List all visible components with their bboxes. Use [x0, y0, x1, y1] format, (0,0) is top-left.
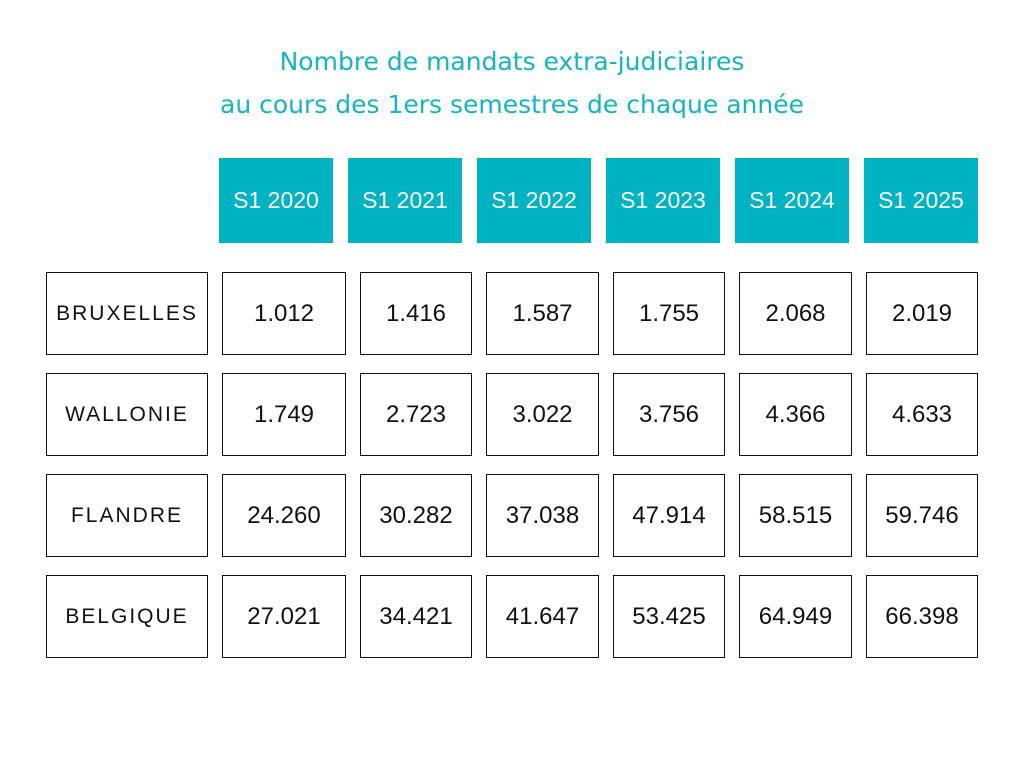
row-label: BRUXELLES — [46, 272, 208, 355]
table-cell: 1.012 — [222, 272, 346, 355]
table-cell: 37.038 — [486, 474, 599, 557]
table-cell: 27.021 — [222, 575, 346, 658]
table-cell: 66.398 — [866, 575, 978, 658]
table-cell: 4.633 — [866, 373, 978, 456]
column-header: S1 2020 — [219, 158, 333, 243]
table-cell: 3.756 — [613, 373, 725, 456]
table-cell: 3.022 — [486, 373, 599, 456]
table-cell: 58.515 — [739, 474, 852, 557]
table-cell: 2.723 — [360, 373, 472, 456]
table-cell: 34.421 — [360, 575, 472, 658]
column-header: S1 2021 — [348, 158, 462, 243]
table-cell: 1.587 — [486, 272, 599, 355]
table-cell: 64.949 — [739, 575, 852, 658]
table-cell: 41.647 — [486, 575, 599, 658]
table-cell: 24.260 — [222, 474, 346, 557]
table-cell: 1.749 — [222, 373, 346, 456]
column-header: S1 2024 — [735, 158, 849, 243]
chart-title-block: Nombre de mandats extra-judiciaires au c… — [0, 40, 1024, 126]
row-label: FLANDRE — [46, 474, 208, 557]
column-header: S1 2023 — [606, 158, 720, 243]
column-header: S1 2025 — [864, 158, 978, 243]
table-cell: 30.282 — [360, 474, 472, 557]
table-cell: 1.416 — [360, 272, 472, 355]
table-cell: 2.019 — [866, 272, 978, 355]
table-cell: 2.068 — [739, 272, 852, 355]
row-label: BELGIQUE — [46, 575, 208, 658]
table-cell: 59.746 — [866, 474, 978, 557]
chart-title: Nombre de mandats extra-judiciaires — [279, 47, 745, 76]
table-cell: 47.914 — [613, 474, 725, 557]
row-label: WALLONIE — [46, 373, 208, 456]
chart-subtitle: au cours des 1ers semestres de chaque an… — [220, 90, 804, 119]
table-cell: 1.755 — [613, 272, 725, 355]
column-header: S1 2022 — [477, 158, 591, 243]
table-cell: 53.425 — [613, 575, 725, 658]
table-cell: 4.366 — [739, 373, 852, 456]
